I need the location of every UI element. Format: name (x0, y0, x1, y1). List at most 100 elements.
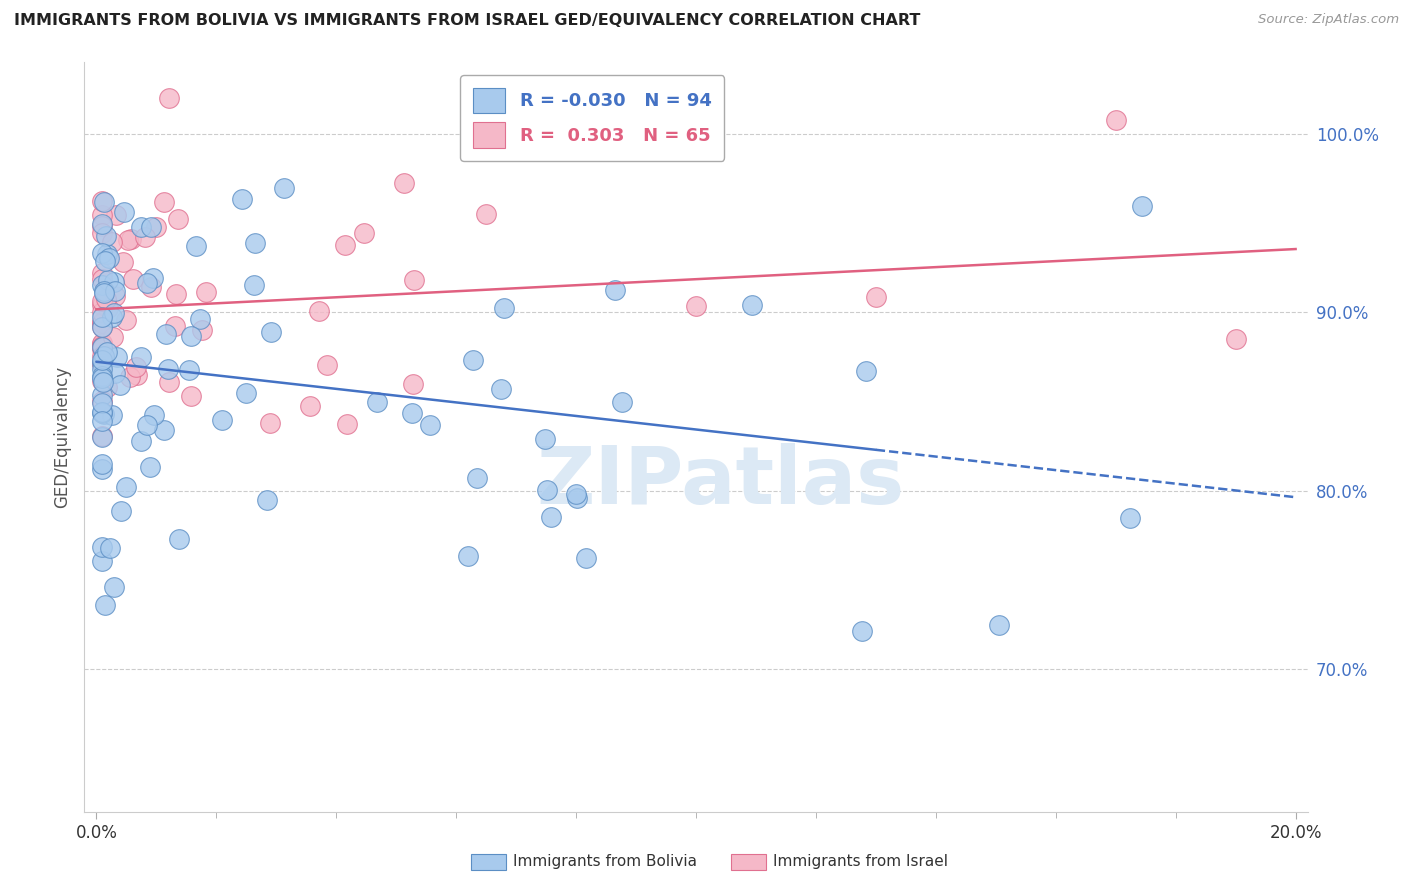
Point (603, 283, 626, 297)
Point (855, 364, 877, 378)
Point (120, 232, 142, 246)
Point (91, 336, 114, 351)
Point (157, 362, 180, 376)
Point (465, 471, 488, 485)
Point (142, 271, 165, 285)
Point (91, 227, 114, 241)
Point (461, 353, 484, 368)
Point (125, 359, 148, 374)
Point (114, 312, 136, 326)
Point (121, 272, 143, 286)
Point (142, 409, 165, 423)
Point (127, 368, 149, 382)
Point (91, 368, 114, 383)
Point (91, 406, 114, 420)
Text: Source: ZipAtlas.com: Source: ZipAtlas.com (1258, 13, 1399, 27)
Point (141, 280, 163, 294)
Point (91, 277, 114, 292)
Point (1119, 511, 1142, 525)
Point (231, 192, 253, 206)
Point (91, 404, 114, 418)
Point (612, 395, 634, 409)
Point (101, 235, 124, 249)
Point (93, 194, 115, 209)
Point (112, 255, 135, 269)
Point (536, 483, 558, 497)
Point (987, 617, 1010, 632)
Point (96, 344, 118, 359)
Point (139, 220, 162, 235)
Point (91, 414, 114, 428)
Text: IMMIGRANTS FROM BOLIVIA VS IMMIGRANTS FROM ISRAEL GED/EQUIVALENCY CORRELATION CH: IMMIGRANTS FROM BOLIVIA VS IMMIGRANTS FR… (14, 13, 921, 29)
Point (180, 389, 202, 403)
Point (97, 273, 120, 287)
Point (741, 298, 763, 312)
Point (98, 541, 121, 556)
Point (91, 246, 114, 260)
Point (91, 266, 114, 280)
Point (163, 319, 186, 334)
Point (97, 301, 120, 315)
FancyBboxPatch shape (471, 854, 506, 870)
Point (91, 374, 114, 388)
Point (96, 380, 118, 394)
Point (105, 208, 128, 222)
Text: Immigrants from Bolivia: Immigrants from Bolivia (513, 855, 697, 869)
Point (103, 580, 125, 594)
Point (91, 272, 114, 286)
Point (94, 292, 117, 306)
Point (97, 252, 120, 266)
Point (91, 305, 114, 319)
Point (93, 286, 115, 301)
Point (1105, 112, 1128, 127)
Point (112, 204, 135, 219)
Point (256, 493, 278, 508)
Point (457, 549, 479, 563)
Point (335, 238, 357, 252)
Point (402, 272, 425, 286)
Legend: R = -0.030   N = 94, R =  0.303   N = 65: R = -0.030 N = 94, R = 0.303 N = 65 (460, 75, 724, 161)
Point (91, 554, 114, 568)
Point (1225, 333, 1247, 347)
Point (243, 278, 266, 293)
Point (104, 284, 127, 298)
Point (91, 462, 114, 476)
Point (851, 624, 873, 638)
Point (211, 413, 233, 427)
Point (91, 357, 114, 371)
Point (152, 194, 174, 209)
Point (235, 386, 257, 401)
Point (101, 310, 124, 324)
Point (166, 212, 188, 227)
Point (91, 342, 114, 356)
Point (243, 236, 266, 251)
Point (91, 340, 114, 354)
Point (91, 430, 114, 444)
Point (129, 350, 152, 364)
Point (353, 226, 375, 240)
Text: Immigrants from Israel: Immigrants from Israel (773, 855, 948, 869)
Point (93, 284, 115, 298)
Point (91, 362, 114, 376)
Point (91, 315, 114, 329)
Point (96, 247, 118, 261)
Point (91, 219, 114, 233)
Point (153, 423, 176, 437)
Point (110, 503, 132, 517)
Point (135, 418, 157, 433)
Point (91, 316, 114, 330)
Point (392, 176, 415, 190)
Point (259, 417, 281, 431)
Point (191, 323, 214, 337)
Point (91, 458, 114, 472)
Point (103, 288, 125, 302)
Point (165, 286, 187, 301)
Point (94, 254, 117, 268)
Point (135, 276, 157, 290)
Point (273, 181, 295, 195)
Point (129, 434, 152, 448)
Point (91, 310, 114, 325)
Point (91, 320, 114, 334)
Point (565, 486, 588, 500)
Point (865, 290, 887, 304)
